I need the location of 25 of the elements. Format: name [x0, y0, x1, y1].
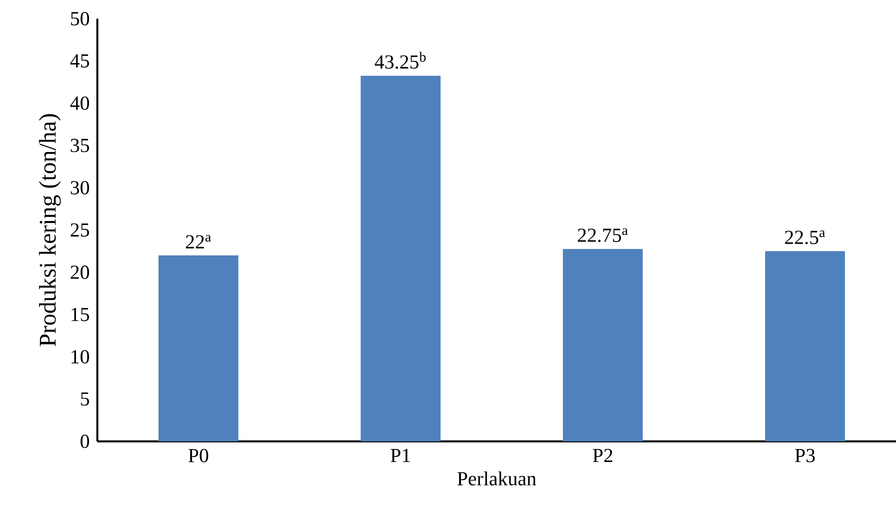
y-axis-title: Produksi kering (ton/ha)	[38, 114, 61, 346]
y-tick-label: 40	[70, 96, 90, 110]
bar	[158, 255, 238, 442]
x-tick-label: P1	[390, 448, 410, 462]
bar	[360, 76, 441, 442]
y-tick-label: 25	[70, 223, 90, 237]
x-tick-label: P0	[188, 448, 208, 462]
y-tick-label: 10	[72, 350, 90, 364]
y-tick-label: 30	[70, 181, 90, 194]
x-tick-label: P3	[795, 448, 815, 462]
y-tick-label: 20	[70, 266, 90, 279]
bar	[562, 249, 643, 442]
data-label: 22.5$^{a}$	[785, 230, 826, 244]
data-label: 22.75$^{a}$	[578, 228, 628, 242]
y-tick-label: 5	[81, 392, 90, 406]
y-tick-label: 45	[70, 54, 90, 68]
y-tick-label: 15	[72, 308, 90, 322]
y-tick-label: 35	[70, 138, 90, 152]
data-label: 22$^{a}$	[186, 234, 211, 248]
x-axis-title: Perlakuan	[457, 471, 536, 486]
data-label: 43.25$^{b}$	[374, 52, 426, 69]
bar	[765, 251, 845, 442]
y-tick-label: 50	[71, 12, 90, 26]
y-tick-label: 0	[80, 434, 90, 448]
x-tick-label: P2	[592, 448, 612, 462]
